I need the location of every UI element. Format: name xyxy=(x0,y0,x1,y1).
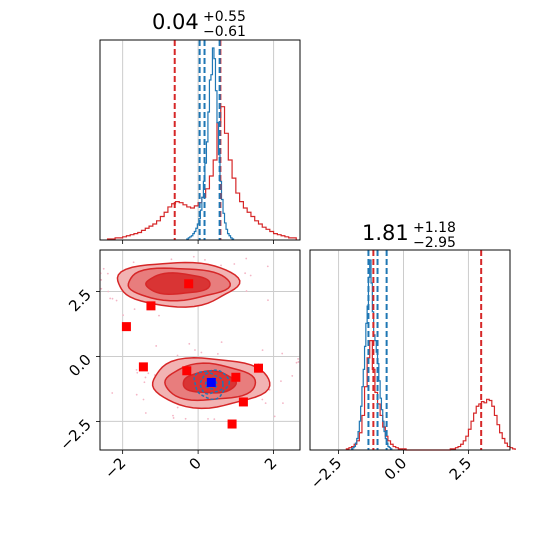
contour-panel: −2 0 2 −2.5 0.0 2.5 xyxy=(56,249,301,482)
sample-point xyxy=(207,417,209,420)
sample-point xyxy=(188,342,191,345)
panel3-title-sub: −2.95 xyxy=(413,235,456,251)
panel1-title-value: 0.04 xyxy=(152,10,199,34)
panel3-title-value: 1.81 xyxy=(362,221,409,245)
sample-point xyxy=(107,290,110,293)
x-tick-label: 2 xyxy=(261,454,280,473)
sample-point xyxy=(245,290,248,292)
sample-point xyxy=(297,358,300,360)
sample-point xyxy=(220,341,223,344)
sample-point xyxy=(204,259,206,261)
panel-border xyxy=(99,39,301,241)
sample-point xyxy=(249,274,252,277)
sample-point xyxy=(244,272,247,275)
sample-point xyxy=(100,287,103,290)
sample-point xyxy=(213,418,216,421)
sample-point xyxy=(115,299,118,302)
sample-point xyxy=(144,412,147,414)
y-tick-label: 0.0 xyxy=(65,351,95,381)
sample-point xyxy=(122,314,124,317)
y-tick-label: 2.5 xyxy=(65,286,95,316)
blue-contour-level-0 xyxy=(193,369,231,401)
sample-point xyxy=(267,299,269,302)
sample-point xyxy=(172,414,174,417)
sample-point xyxy=(194,349,196,351)
panel3-title-sup: +1.18 xyxy=(413,220,456,236)
panel-frame xyxy=(309,249,511,451)
histogram-series-1 xyxy=(350,259,393,450)
sample-point xyxy=(106,272,109,275)
sample-point xyxy=(142,398,145,401)
red-square-marker xyxy=(138,362,148,372)
sample-point xyxy=(133,308,136,311)
x-tick-label: −2 xyxy=(101,454,129,482)
sample-point xyxy=(184,417,187,420)
sample-point xyxy=(132,261,135,264)
sample-point xyxy=(220,264,222,267)
red-square-marker xyxy=(184,279,194,289)
sample-point xyxy=(282,402,284,405)
panel1-title: 0.04 +0.55 −0.61 xyxy=(152,9,246,40)
y-tick-label: −2.5 xyxy=(56,416,94,454)
sample-point xyxy=(170,258,173,261)
sample-point xyxy=(297,361,300,363)
sample-point xyxy=(176,354,179,357)
sample-point xyxy=(111,297,114,300)
red-square-marker xyxy=(182,366,192,376)
panel-border xyxy=(309,249,511,451)
x-tick-label: 0.0 xyxy=(381,454,411,484)
red-square-marker xyxy=(231,372,241,382)
histogram-series-1 xyxy=(186,47,235,240)
red-square-marker xyxy=(238,397,248,407)
panel1-title-sub: −0.61 xyxy=(203,24,246,40)
red-contour-level-2 xyxy=(145,272,211,295)
sample-point xyxy=(172,417,175,419)
x-tick-label: 2.5 xyxy=(446,454,476,484)
red-square-marker xyxy=(253,363,263,373)
panel-border xyxy=(99,249,301,451)
sample-point xyxy=(266,265,269,268)
sample-point xyxy=(144,376,147,379)
sample-point xyxy=(100,278,103,281)
sample-point xyxy=(268,388,271,391)
sample-point xyxy=(109,297,112,300)
sample-point xyxy=(176,406,179,409)
sample-point xyxy=(136,371,139,374)
sample-point xyxy=(111,392,114,394)
red-square-marker xyxy=(121,322,131,332)
sample-point xyxy=(155,345,158,347)
sample-point xyxy=(233,263,236,265)
sample-point xyxy=(143,381,146,384)
blue-square-marker xyxy=(206,377,216,387)
histogram-panel-param1 xyxy=(99,39,301,244)
red-square-marker xyxy=(227,419,237,429)
histogram-panel-param2: −2.5 0.0 2.5 xyxy=(307,249,516,493)
sample-point xyxy=(216,353,219,355)
sample-point xyxy=(295,361,298,364)
x-tick-label: 0 xyxy=(185,454,204,473)
sample-point xyxy=(102,267,105,270)
sample-point xyxy=(200,351,203,354)
sample-point xyxy=(281,352,284,355)
red-square-marker xyxy=(146,301,156,311)
blue-contour-level-1 xyxy=(199,372,224,395)
sample-point xyxy=(158,314,160,317)
sample-point xyxy=(135,369,138,371)
sample-point xyxy=(135,393,138,396)
panel1-title-sup: +0.55 xyxy=(203,9,246,25)
sample-point xyxy=(291,375,294,377)
sample-point xyxy=(280,380,282,383)
sample-point xyxy=(264,402,267,405)
sample-point xyxy=(261,349,264,352)
panel3-title: 1.81 +1.18 −2.95 xyxy=(362,220,456,251)
x-tick-label: −2.5 xyxy=(307,454,345,492)
sample-point xyxy=(192,255,195,258)
sample-point xyxy=(147,372,150,375)
sample-point xyxy=(245,257,248,260)
sample-point xyxy=(261,398,264,401)
sample-point xyxy=(273,415,276,418)
